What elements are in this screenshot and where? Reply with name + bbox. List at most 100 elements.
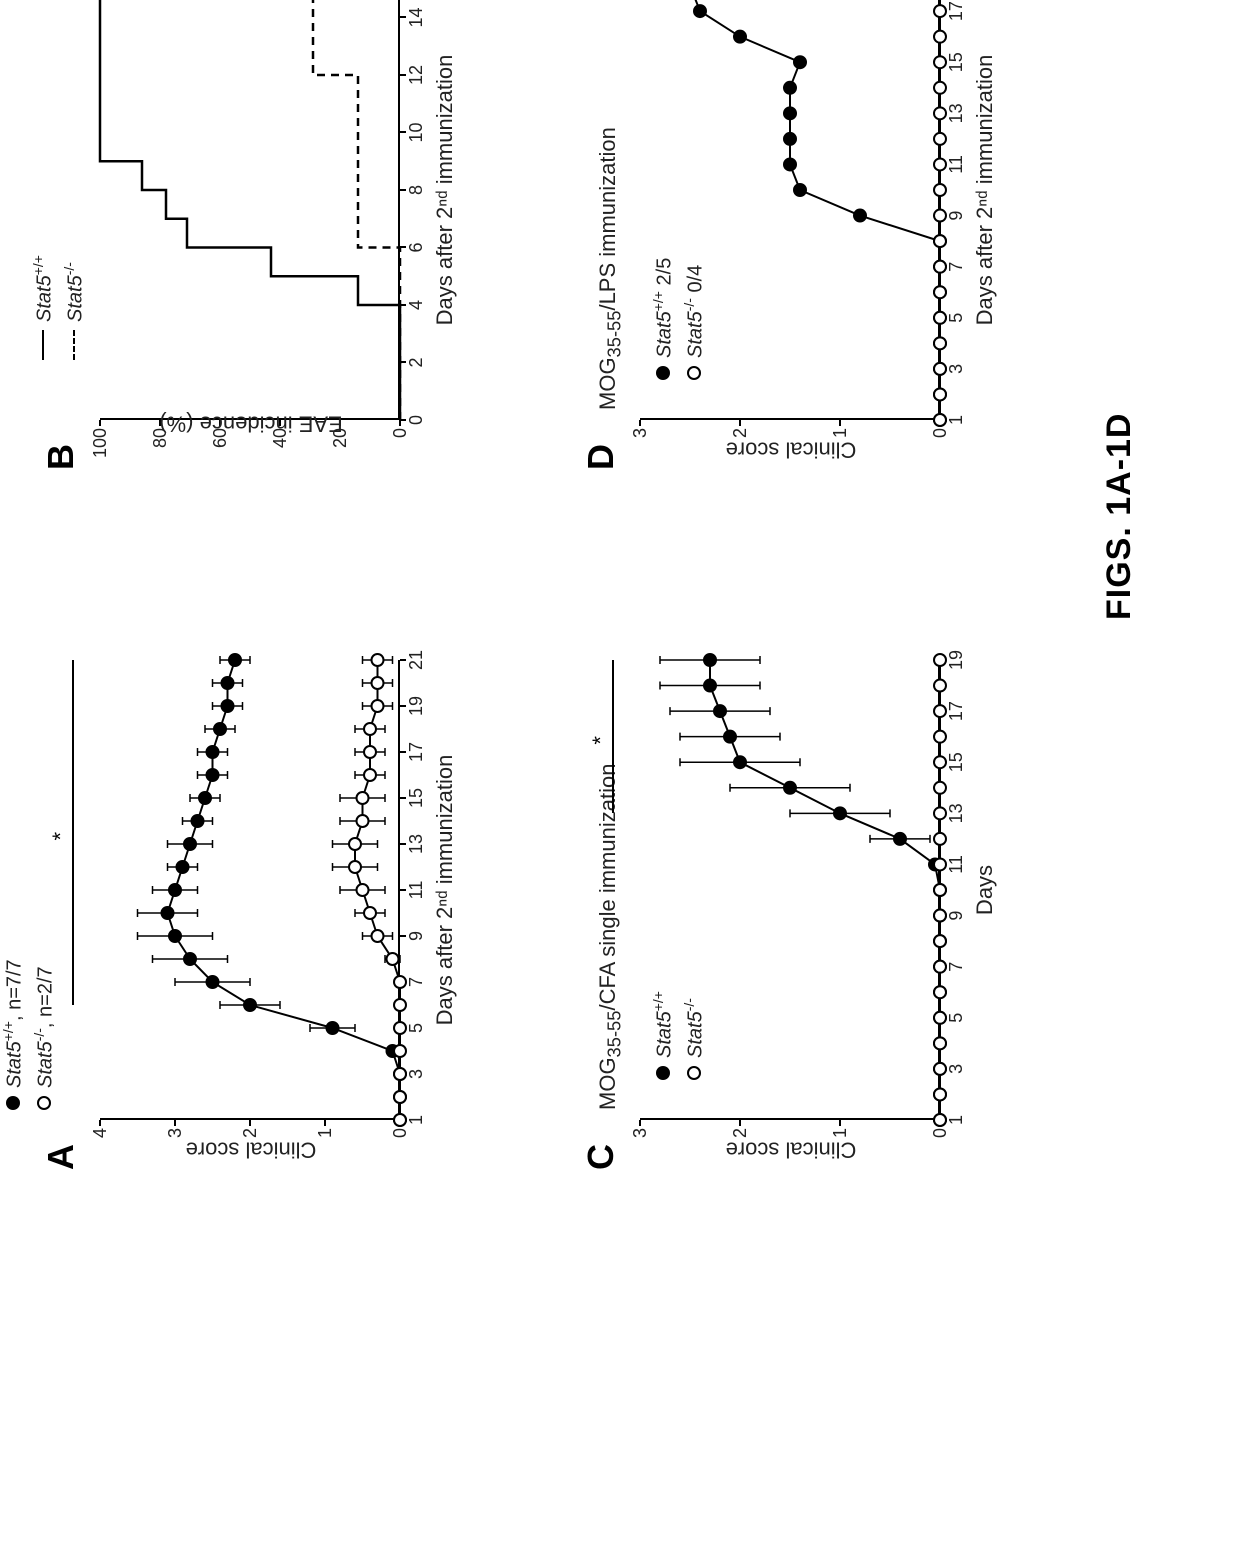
data-point [169, 930, 181, 942]
legend-item: Stat5-/- [61, 255, 88, 360]
x-tick-label: 3 [946, 1054, 967, 1084]
significance-star: * [588, 736, 614, 745]
x-axis-label: Days after 2ⁿᵈ immunization [972, 0, 998, 420]
figure-caption: FIGS. 1A-1D [1100, 413, 1139, 620]
data-point [934, 884, 946, 896]
x-tick-label: 9 [946, 201, 967, 231]
data-point [934, 31, 946, 43]
open-circle-icon [687, 366, 701, 380]
x-axis-label: Days [972, 660, 998, 1120]
data-point [934, 261, 946, 273]
x-tick-label: 19 [406, 691, 427, 721]
panel-title: MOG35-55/LPS immunization [595, 127, 625, 410]
data-point [724, 731, 736, 743]
legend-item: Stat5+/+, n=7/7 [0, 959, 27, 1110]
data-point [704, 680, 716, 692]
data-point [934, 5, 946, 17]
data-point [394, 1045, 406, 1057]
data-point [704, 654, 716, 666]
panel-b: B0204060801000246810121416EAE incidence … [100, 0, 600, 420]
data-point [934, 133, 946, 145]
data-point [214, 723, 226, 735]
filled-circle-icon [656, 1066, 670, 1080]
panel-c: CMOG35-55/CFA single immunization0123135… [640, 460, 1140, 1120]
data-point [934, 756, 946, 768]
data-point [207, 976, 219, 988]
legend-item: Stat5-/- 0/4 [681, 258, 708, 380]
significance-star: * [48, 832, 74, 841]
x-tick-label: 11 [406, 875, 427, 905]
data-point [394, 1022, 406, 1034]
data-point [934, 286, 946, 298]
data-point [184, 953, 196, 965]
data-point [934, 158, 946, 170]
y-tick-label: 1 [315, 1128, 336, 1160]
x-tick-label: 12 [406, 60, 427, 90]
data-point [934, 1114, 946, 1126]
legend: Stat5+/+Stat5-/- [30, 255, 91, 360]
data-point [934, 680, 946, 692]
data-point [934, 337, 946, 349]
x-tick-label: 7 [406, 967, 427, 997]
panel-label-d: D [580, 444, 622, 470]
data-point [934, 654, 946, 666]
data-point [934, 961, 946, 973]
x-tick-label: 9 [946, 901, 967, 931]
x-tick-label: 21 [406, 645, 427, 675]
data-point [364, 723, 376, 735]
data-point [394, 1091, 406, 1103]
data-point [834, 807, 846, 819]
data-point [169, 884, 181, 896]
x-tick-label: 1 [406, 1105, 427, 1135]
data-point [934, 731, 946, 743]
panel-label-a: A [40, 1144, 82, 1170]
x-tick-label: 15 [946, 747, 967, 777]
legend-item: Stat5+/+ [650, 991, 677, 1080]
data-point [934, 56, 946, 68]
data-point [784, 82, 796, 94]
data-point [244, 999, 256, 1011]
x-tick-label: 13 [946, 98, 967, 128]
data-point [784, 133, 796, 145]
data-point [364, 769, 376, 781]
x-tick-label: 14 [406, 3, 427, 33]
data-point [394, 976, 406, 988]
data-point [854, 210, 866, 222]
data-point [794, 184, 806, 196]
data-point [229, 654, 241, 666]
data-point [934, 910, 946, 922]
data-point [372, 654, 384, 666]
y-tick-label: 100 [90, 428, 111, 460]
data-point [714, 705, 726, 717]
x-tick-label: 3 [406, 1059, 427, 1089]
data-point [394, 1114, 406, 1126]
legend-text: Stat5+/+ [30, 255, 57, 322]
panel-label-c: C [580, 1144, 622, 1170]
x-tick-label: 17 [946, 696, 967, 726]
data-point [934, 1012, 946, 1024]
legend-item: Stat5-/-, n=2/7 [31, 959, 58, 1110]
legend-text: Stat5+/+ 2/5 [650, 258, 677, 358]
x-tick-label: 13 [946, 798, 967, 828]
x-tick-label: 0 [406, 405, 427, 435]
legend: Stat5+/+, n=7/7Stat5-/-, n=2/7 [0, 959, 61, 1110]
data-point [934, 1037, 946, 1049]
x-tick-label: 7 [946, 952, 967, 982]
data-point [207, 746, 219, 758]
series-line-wt [710, 660, 940, 1120]
legend-text: Stat5+/+ [650, 991, 677, 1058]
data-point [199, 792, 211, 804]
data-point [934, 235, 946, 247]
data-point [364, 746, 376, 758]
chart-plot [100, 0, 400, 420]
panel-title: MOG35-55/CFA single immunization [595, 764, 625, 1110]
x-tick-label: 5 [946, 1003, 967, 1033]
data-point [394, 1068, 406, 1080]
x-tick-label: 13 [406, 829, 427, 859]
x-tick-label: 17 [406, 737, 427, 767]
data-point [349, 838, 361, 850]
y-axis-label: Clinical score [726, 437, 857, 463]
y-tick-label: 3 [630, 1128, 651, 1160]
open-circle-icon [37, 1096, 51, 1110]
y-tick-label: 3 [165, 1128, 186, 1160]
